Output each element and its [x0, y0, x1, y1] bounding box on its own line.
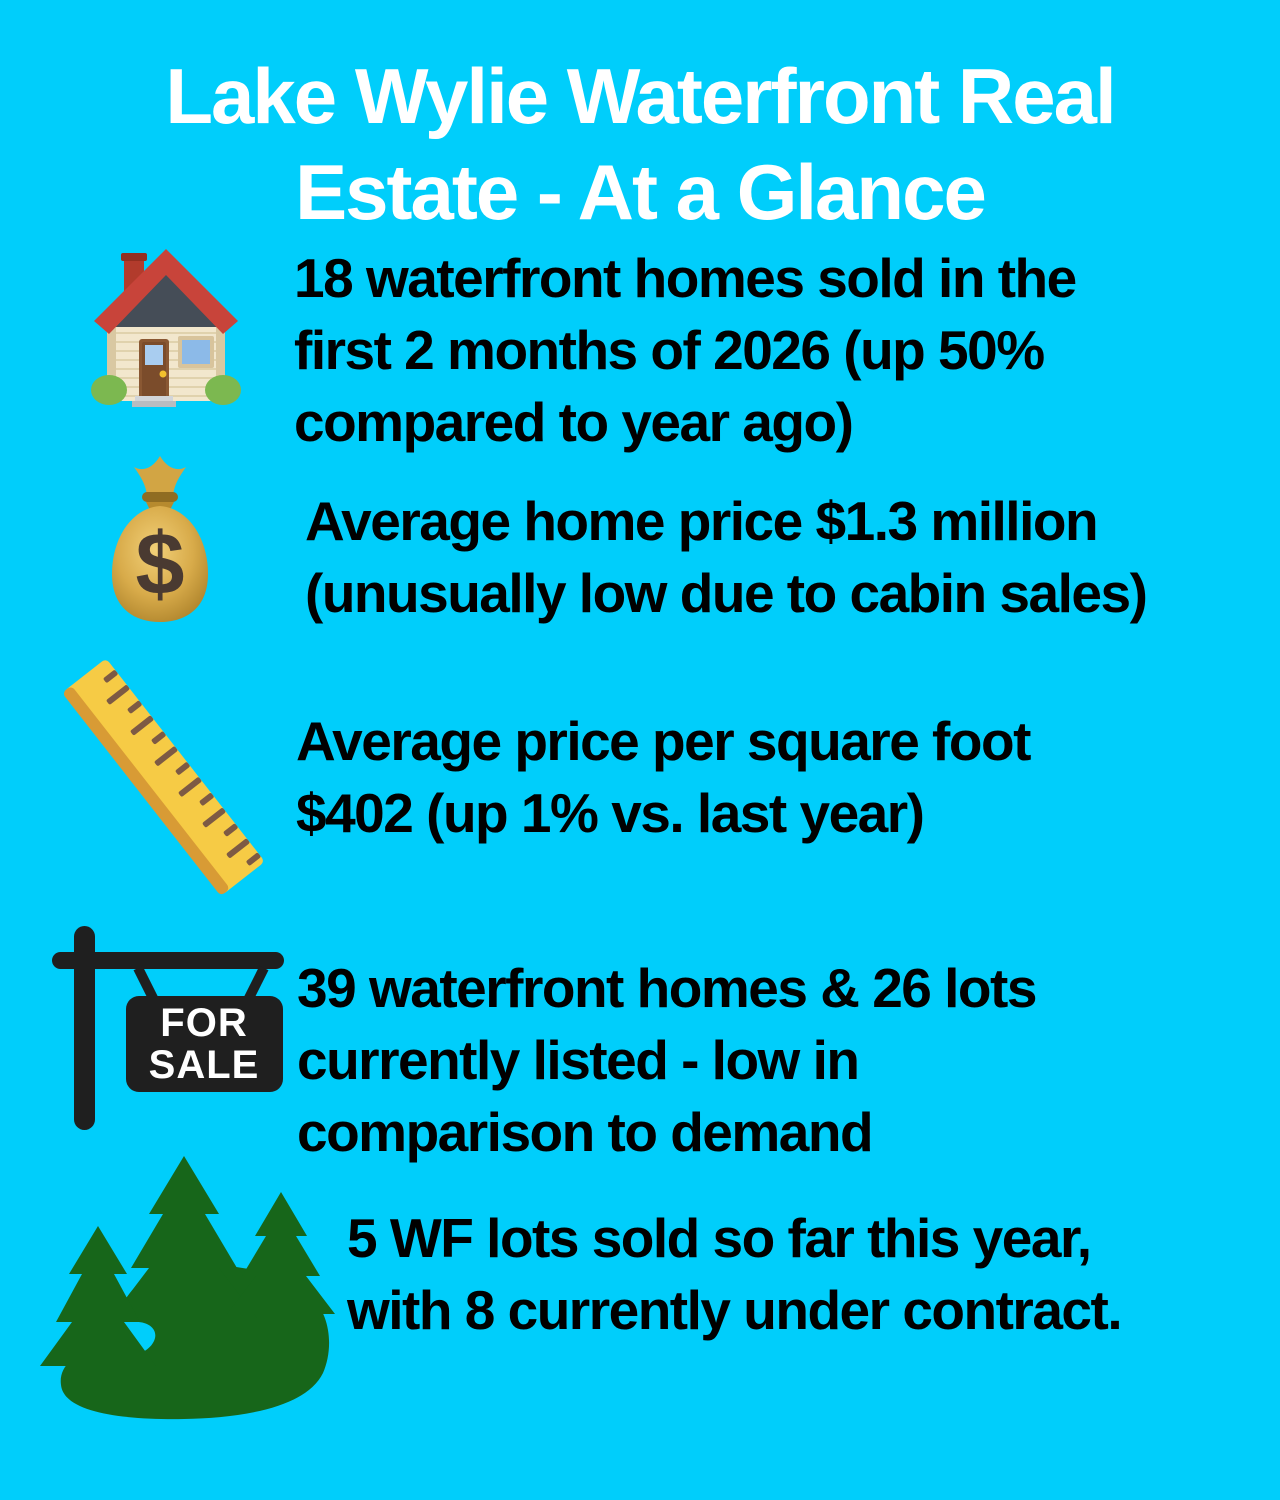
trees-icon: [36, 1156, 336, 1424]
stat-line: first 2 months of 2026 (up 50%: [294, 319, 1045, 381]
stat-price-per-sqft: Average price per square foot $402 (up 1…: [296, 705, 1031, 849]
money-bag-icon-svg: $: [112, 456, 208, 622]
ruler-icon-svg: [63, 660, 263, 895]
ruler-icon: [48, 658, 283, 898]
stat-line: compared to year ago): [294, 391, 854, 453]
house-icon-svg: [91, 249, 241, 407]
for-sale-sign-text-sale: SALE: [149, 1043, 260, 1087]
stat-line: (unusually low due to cabin sales): [305, 562, 1148, 624]
stat-line: 39 waterfront homes & 26 lots: [297, 957, 1037, 1019]
stat-line: with 8 currently under contract.: [347, 1279, 1123, 1341]
for-sale-sign-icon: FOR SALE: [50, 922, 288, 1137]
stat-line: 18 waterfront homes sold in the: [294, 247, 1077, 309]
stat-line: $402 (up 1% vs. last year): [296, 782, 925, 844]
trees-icon-svg: [40, 1156, 335, 1420]
stat-line: Average price per square foot: [296, 710, 1031, 772]
stat-average-price: Average home price $1.3 million (unusual…: [305, 485, 1148, 629]
page-title-line2: Estate - At a Glance: [295, 148, 987, 236]
stat-lots-sold: 5 WF lots sold so far this year, with 8 …: [347, 1202, 1123, 1346]
for-sale-sign-text-for: FOR: [160, 1001, 247, 1045]
stat-line: comparison to demand: [297, 1101, 874, 1163]
stat-line: currently listed - low in: [297, 1029, 860, 1091]
stat-current-listings: 39 waterfront homes & 26 lots currently …: [297, 952, 1037, 1168]
for-sale-sign-icon-svg: FOR SALE: [52, 926, 284, 1130]
stat-line: Average home price $1.3 million: [305, 490, 1099, 552]
stat-homes-sold: 18 waterfront homes sold in the first 2 …: [294, 242, 1077, 458]
page-title-line1: Lake Wylie Waterfront Real: [165, 52, 1116, 140]
page-title: Lake Wylie Waterfront Real Estate - At a …: [0, 48, 1280, 240]
house-icon: [90, 241, 242, 407]
dollar-sign-glyph: $: [136, 514, 185, 613]
money-bag-icon: $: [100, 452, 220, 630]
stat-line: 5 WF lots sold so far this year,: [347, 1207, 1092, 1269]
